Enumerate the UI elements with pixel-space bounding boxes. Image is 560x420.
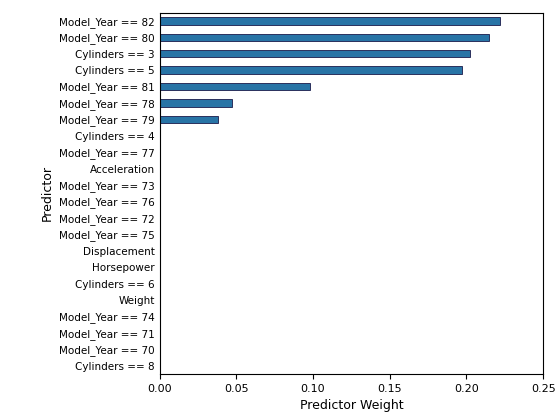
Bar <box>160 50 469 58</box>
Bar <box>160 66 462 74</box>
Bar <box>160 17 500 24</box>
Bar <box>160 99 232 107</box>
Y-axis label: Predictor: Predictor <box>40 165 53 221</box>
Bar <box>160 116 218 123</box>
Bar <box>160 83 310 90</box>
Bar <box>160 34 489 41</box>
X-axis label: Predictor Weight: Predictor Weight <box>300 399 403 412</box>
